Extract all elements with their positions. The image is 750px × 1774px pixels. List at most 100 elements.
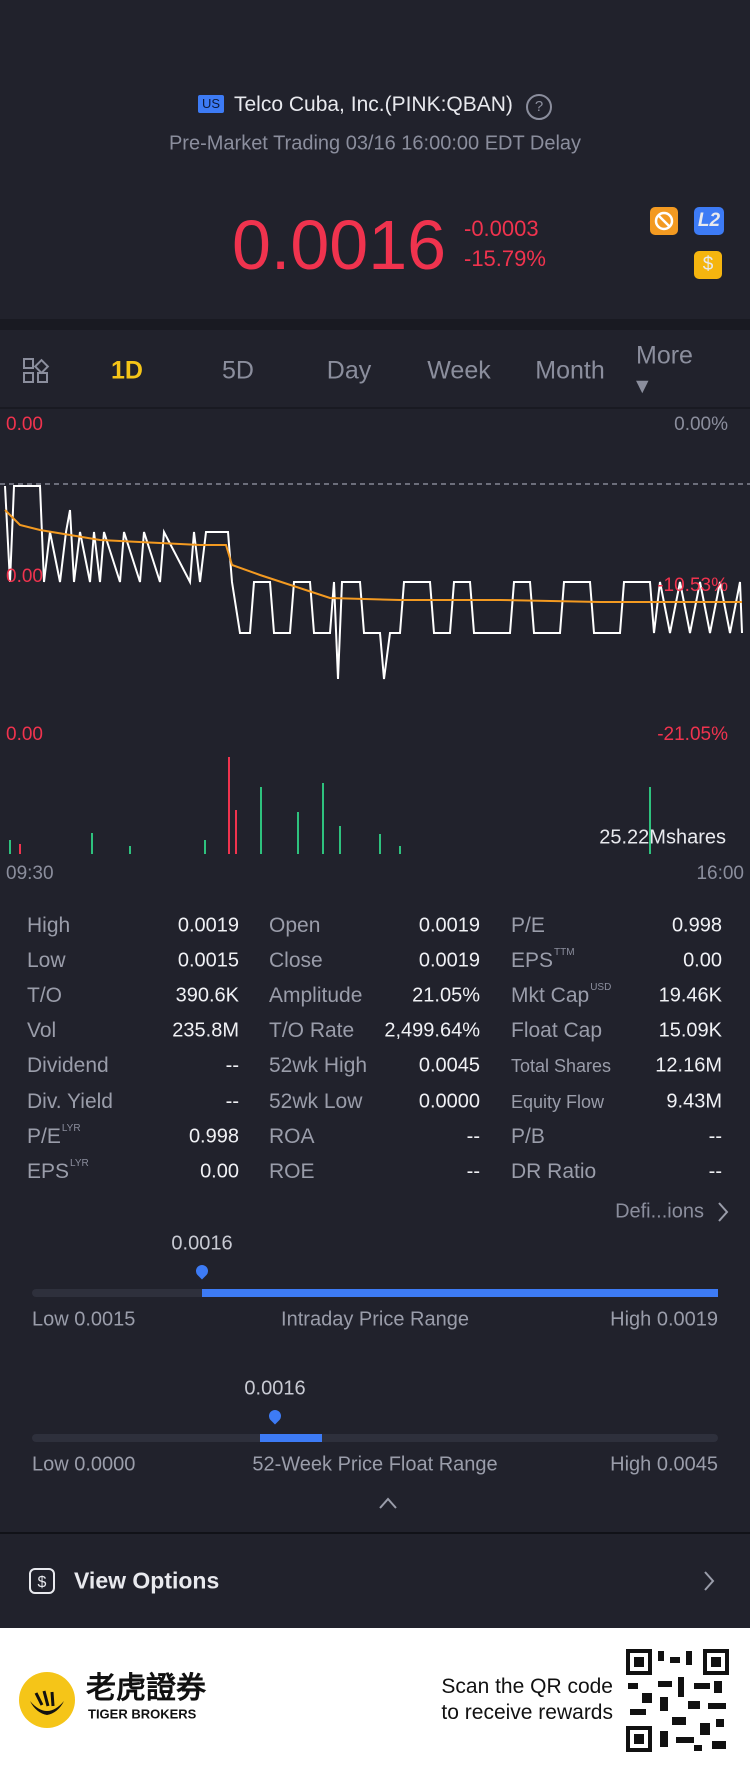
stat-label: 52wk High <box>269 1054 367 1078</box>
stat-label-text: Float Cap <box>511 1019 603 1043</box>
range-low: Low 0.0000 <box>32 1453 136 1476</box>
stat-label: Total Shares <box>511 1054 611 1078</box>
pct-axis-mid: -10.53% <box>657 575 728 596</box>
stat-label: Vol <box>27 1019 56 1043</box>
stat-value: 0.0019 <box>418 914 480 937</box>
stat-label-text: Amplitude <box>269 984 363 1008</box>
stat-value: 0.0019 <box>418 949 480 972</box>
status-icon[interactable] <box>650 207 678 235</box>
stat-label: Low <box>27 949 66 973</box>
stat-label: P/B <box>511 1125 545 1149</box>
volume-bars <box>9 757 651 854</box>
period-tab[interactable]: 1D <box>111 356 143 385</box>
stat-value: -- <box>708 1125 722 1148</box>
stat-value: 15.09K <box>658 1019 722 1042</box>
stat-label: Open <box>269 914 320 938</box>
tiger-logo <box>19 1672 75 1728</box>
stat-label: Amplitude <box>269 984 362 1008</box>
intraday-chart <box>0 483 750 854</box>
stat-label: Equity Flow <box>511 1090 604 1114</box>
period-tab[interactable]: More ▾ <box>636 341 693 400</box>
range-fill <box>202 1289 718 1297</box>
stat-label-text: Open <box>269 914 321 937</box>
price-change-pct: -15.79% <box>464 246 546 271</box>
period-tab[interactable]: Day <box>326 356 372 385</box>
chevron-right <box>718 1202 729 1222</box>
stat-label: Mkt CapUSD <box>511 982 612 1008</box>
stat-value: 0.00 <box>683 949 722 972</box>
range-high: High 0.0019 <box>610 1308 718 1331</box>
range-title: Intraday Price Range <box>281 1308 469 1331</box>
scan-text: Scan the QR code <box>441 1675 613 1698</box>
last-price: 0.0016 <box>232 206 447 284</box>
range-current-value: 0.0016 <box>171 1232 233 1255</box>
qr-code <box>624 1647 731 1754</box>
tab-divider <box>0 407 750 409</box>
stat-label-text: Dividend <box>27 1054 109 1078</box>
average-line <box>4 509 742 603</box>
stat-label-text: ROE <box>269 1159 315 1183</box>
options-divider <box>0 1532 750 1534</box>
stat-value: 2,499.64% <box>384 1019 480 1042</box>
range-marker <box>266 1407 284 1425</box>
stat-label-text: Total Shares <box>511 1056 612 1077</box>
view-options-row[interactable]: $ View Options <box>0 1544 750 1618</box>
options-chevron <box>704 1571 715 1591</box>
stat-value: 12.16M <box>655 1054 722 1077</box>
stat-label-text: P/E <box>27 1124 61 1148</box>
stat-value: 390.6K <box>175 984 239 1007</box>
currency-badge[interactable]: $ <box>694 251 722 279</box>
stat-label: T/O <box>27 984 62 1008</box>
stat-value: -- <box>225 1054 239 1077</box>
layout-icon[interactable] <box>22 357 50 385</box>
range-low: Low 0.0015 <box>32 1308 136 1331</box>
stat-label-text: Low <box>27 949 66 973</box>
stat-label-text: P/E <box>511 914 545 937</box>
stat-value: 0.998 <box>671 914 722 937</box>
period-tab[interactable]: 5D <box>222 356 254 385</box>
stat-label-sup: TTM <box>554 947 575 959</box>
stat-label-text: P/B <box>511 1124 545 1148</box>
stat-label-text: EPS <box>511 949 554 973</box>
collapse-chevron[interactable] <box>378 1496 398 1510</box>
brand-en: TIGER BROKERS <box>88 1706 197 1722</box>
stat-label-text: DR Ratio <box>511 1159 597 1183</box>
stat-label: 52wk Low <box>269 1090 362 1114</box>
stat-label-sup: LYR <box>70 1157 89 1169</box>
stat-label: High <box>27 914 70 938</box>
stat-label-text: Vol <box>27 1019 57 1043</box>
definitions-link[interactable]: Defi...ions <box>615 1200 704 1223</box>
range-title: 52-Week Price Float Range <box>252 1453 498 1476</box>
stat-value: 9.43M <box>666 1090 722 1112</box>
period-tab[interactable]: Week <box>427 356 491 385</box>
stat-label-text: T/O Rate <box>269 1019 355 1043</box>
period-tab[interactable]: Month <box>535 356 605 385</box>
market-status: Pre-Market Trading 03/16 16:00:00 EDT De… <box>168 132 582 155</box>
stat-value: -- <box>708 1160 722 1183</box>
stat-label: Dividend <box>27 1054 109 1078</box>
range-marker <box>193 1262 211 1280</box>
status-glyph <box>654 211 674 231</box>
stat-label-text: T/O <box>27 984 62 1008</box>
range-high: High 0.0045 <box>610 1453 718 1476</box>
time-start: 09:30 <box>6 863 54 884</box>
pct-axis-top: 0.00% <box>674 414 728 435</box>
stat-label-text: 52wk High <box>269 1054 368 1078</box>
stat-value: 235.8M <box>172 1019 239 1042</box>
range-track <box>32 1434 718 1442</box>
stat-label-sup: USD <box>590 982 612 994</box>
svg-text:$: $ <box>38 1574 47 1591</box>
l2-badge[interactable]: L2 <box>694 207 724 235</box>
stat-label: Float Cap <box>511 1019 602 1043</box>
help-icon[interactable]: ? <box>526 94 552 120</box>
stat-label: Close <box>269 949 323 973</box>
section-divider <box>0 319 750 330</box>
stat-label: P/E <box>511 914 545 938</box>
stat-label: EPSTTM <box>511 947 575 973</box>
stat-label: EPSLYR <box>27 1157 89 1184</box>
stat-label-text: 52wk Low <box>269 1089 363 1113</box>
stock-title: Telco Cuba, Inc.(PINK:QBAN) <box>234 93 513 116</box>
flag-badge: US <box>198 95 224 113</box>
stat-value: -- <box>225 1090 239 1112</box>
